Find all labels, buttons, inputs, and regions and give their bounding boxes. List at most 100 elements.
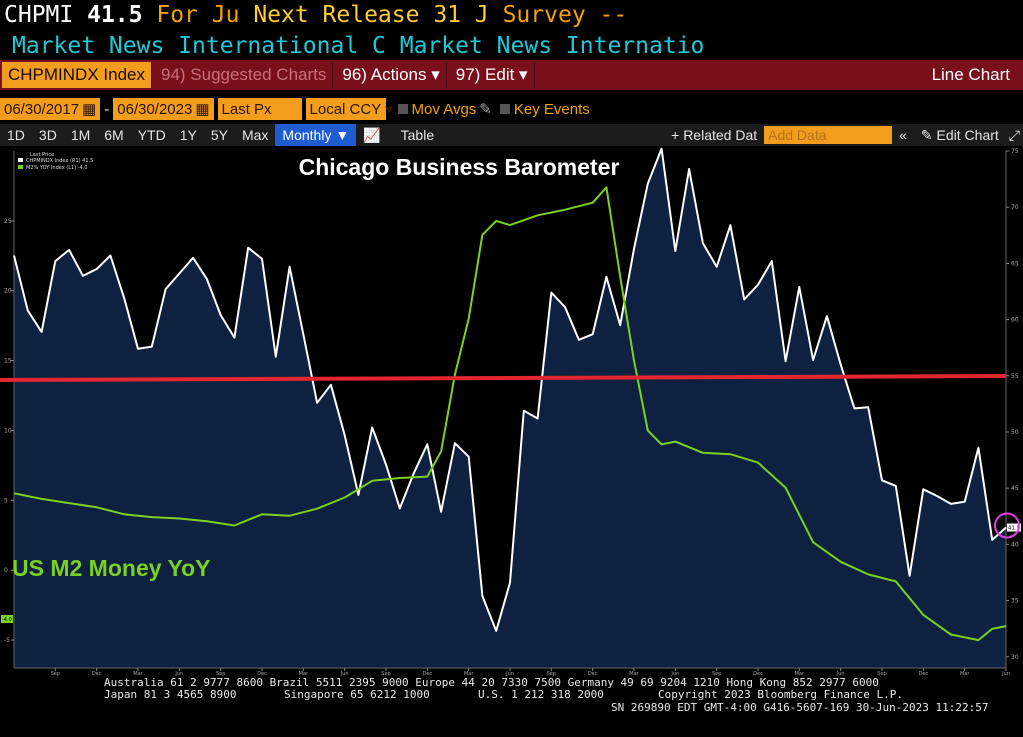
x-tick-label: Dec [753, 671, 763, 676]
footer-japan: Japan 81 3 4565 8900 [104, 688, 237, 701]
frequency-select[interactable]: Monthly ▼ [275, 124, 357, 146]
ticker-input[interactable]: CHPMINDX Index [2, 62, 152, 88]
chicago-pmi-line [13, 147, 1007, 632]
range-1m[interactable]: 1M [70, 127, 91, 143]
news-headline-bar[interactable]: CHPMI 41.5 For Ju Next Release 31 J Surv… [4, 2, 627, 32]
right-tick-label: 45 [1011, 485, 1019, 492]
range-max[interactable]: Max [241, 127, 269, 143]
x-tick-label: Dec [92, 671, 102, 676]
chevron-down-icon: ▾ [385, 101, 393, 118]
source-b[interactable]: Market News Internatio [399, 33, 705, 59]
range-6m[interactable]: 6M [104, 127, 124, 143]
collapse-icon[interactable]: « [899, 127, 907, 143]
reference-layer [0, 374, 1007, 383]
x-tick-label: Mar [299, 671, 309, 676]
m2-yoy-line [13, 186, 1007, 642]
source-a[interactable]: Market News International C [12, 33, 386, 59]
x-tick-label: Sep [51, 671, 60, 676]
series-area-fill [14, 148, 1006, 669]
chart-type-label: Line Chart [931, 65, 1010, 84]
header-last-value: 41.5 [87, 2, 143, 28]
headline-b[interactable]: Next Release 31 J [253, 2, 489, 28]
right-tick-label: 75 [1011, 148, 1019, 155]
highlight-circle [994, 512, 1020, 539]
footer-line-3: SN 269890 EDT GMT-4:00 G416-5607-169 30-… [611, 701, 989, 714]
left-tick-label: 10 [4, 427, 12, 434]
x-tick-label: Jun [836, 671, 845, 676]
related-data-button[interactable]: + Related Dat [671, 127, 758, 143]
key-events-checkbox[interactable] [499, 104, 510, 114]
table-button[interactable]: Table [400, 127, 435, 143]
pencil-icon[interactable]: ✎ [479, 101, 492, 118]
range-toolbar: 06/30/2017 ▦ - 06/30/2023 ▦ Last Px Local … [0, 96, 1023, 122]
legend-swatch [18, 158, 23, 162]
footer: Australia 61 2 9777 8600 Brazil 5511 239… [0, 676, 1023, 737]
legend-entry: M2% YOY Index (L1) -4.0 [26, 165, 88, 171]
right-tick-label: 35 [1011, 598, 1019, 605]
right-tick-label: 55 [1011, 373, 1019, 380]
expand-icon[interactable]: ⤢ [1008, 126, 1020, 143]
x-tick-label: Mar [795, 671, 805, 676]
x-tick-label: Mar [960, 671, 970, 676]
legend-header: Last Price [30, 152, 54, 158]
line-layer [13, 147, 1007, 642]
key-events-label: Key Events [513, 100, 590, 118]
reference-line [0, 374, 1007, 383]
footer-us: U.S. 1 212 318 2000 [478, 688, 604, 701]
x-tick-label: Jun [1001, 671, 1010, 676]
range-5y[interactable]: 5Y [210, 127, 228, 143]
x-tick-label: Jun [505, 671, 514, 676]
calendar-icon[interactable]: ▦ [82, 101, 97, 118]
range-3d[interactable]: 3D [38, 127, 57, 143]
right-axis: 75 70 65 60 55 50 45 40 35 30 [1005, 148, 1019, 668]
x-tick-label: Mar [629, 671, 639, 676]
currency-select[interactable]: Local CCY ▾ [305, 98, 393, 120]
end-date-field[interactable]: 06/30/2023 ▦ [113, 98, 214, 120]
range-1y[interactable]: 1Y [179, 127, 197, 143]
suggested-charts-button[interactable]: 94) Suggested Charts [155, 62, 334, 88]
footer-line-1: Australia 61 2 9777 8600 Brazil 5511 239… [104, 676, 879, 689]
header-ticker: CHPMI [4, 2, 74, 28]
x-tick-label: Mar [464, 671, 474, 676]
line-chart-icon[interactable]: 📈 [363, 126, 381, 143]
add-data-input[interactable]: Add Data [764, 126, 893, 144]
mov-avgs-label: Mov Avgs [411, 100, 477, 118]
x-tick-label: Sep [216, 671, 225, 676]
footer-copyright: Copyright 2023 Bloomberg Finance L.P. [658, 688, 904, 701]
left-axis: 25 20 15 10 5 0 -5 [4, 151, 15, 668]
x-tick-label: Dec [918, 671, 928, 676]
x-axis: Sep2017DecMarJunSepDecMarJunSepDecMarJun… [14, 667, 1010, 676]
price-field-select[interactable]: Last Px [217, 98, 302, 120]
last-value-tag [1007, 523, 1021, 532]
footer-singapore: Singapore 65 6212 1000 [284, 688, 430, 701]
news-source-bar[interactable]: Market News International C Market News … [12, 33, 704, 59]
chart-title: Chicago Business Barometer [299, 154, 620, 180]
edit-chart-button[interactable]: ✎ Edit Chart [920, 126, 999, 143]
x-tick-label: Sep [381, 671, 390, 676]
legend-entry: CHPMINDX Index (R1) 41.5 [26, 158, 93, 164]
left-tick-label: 15 [4, 358, 12, 365]
period-toolbar: 1D 3D 1M 6M YTD 1Y 5Y Max Monthly ▼ 📈 Ta… [0, 124, 1023, 146]
headline-a[interactable]: For Ju [156, 2, 240, 28]
headline-c[interactable]: Survey -- [502, 2, 628, 28]
start-date-field[interactable]: 06/30/2017 ▦ [0, 98, 101, 120]
x-tick-label: Sep [547, 671, 556, 676]
date-separator: - [104, 100, 110, 118]
right-tick-label: 40 [1011, 541, 1019, 548]
right-tick-label: 65 [1011, 260, 1019, 267]
left-tick-label: 25 [4, 218, 12, 225]
x-tick-label: Dec [588, 671, 598, 676]
actions-menu[interactable]: 96) Actions ▾ [336, 62, 447, 88]
last-value-label: -4.0 [2, 617, 12, 623]
edit-menu[interactable]: 97) Edit ▾ [450, 62, 535, 88]
x-tick-label: Jun [174, 671, 183, 676]
x-tick-label: Jun [340, 671, 349, 676]
calendar-icon[interactable]: ▦ [195, 101, 210, 118]
range-1d[interactable]: 1D [7, 127, 25, 143]
x-tick-label: Sep [877, 671, 886, 676]
left-tick-label: 20 [4, 288, 12, 295]
range-ytd[interactable]: YTD [137, 127, 166, 143]
mov-avgs-checkbox[interactable] [397, 104, 408, 114]
left-tick-label: -5 [4, 637, 10, 644]
